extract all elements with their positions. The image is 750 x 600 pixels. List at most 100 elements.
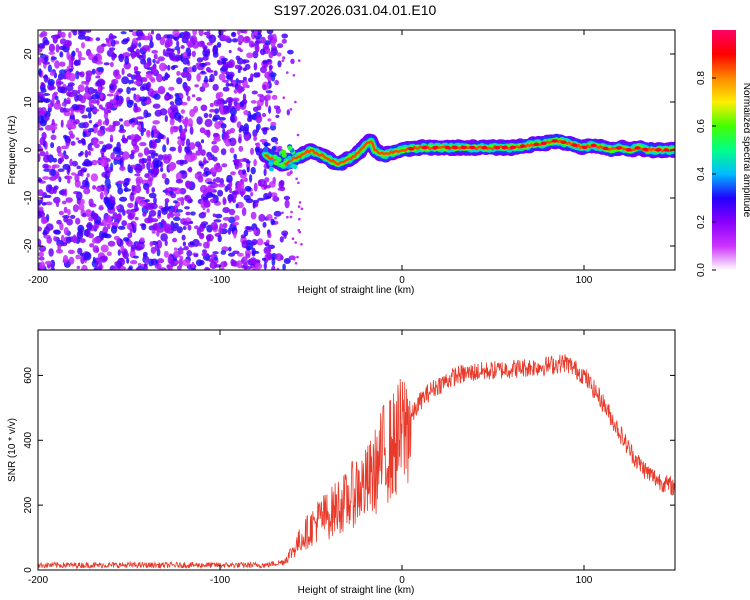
noise-speckle (168, 209, 172, 216)
noise-speckle (93, 123, 99, 128)
noise-speckle (105, 143, 113, 149)
noise-speckle (101, 232, 109, 238)
noise-speckle (147, 88, 155, 97)
noise-speckle (218, 73, 226, 81)
noise-speckle (206, 208, 210, 213)
noise-speckle (196, 57, 204, 63)
noise-speckle (151, 187, 156, 193)
noise-speckle (178, 246, 183, 255)
noise-speckle (48, 51, 56, 55)
noise-speckle (181, 234, 186, 241)
noise-speckle (150, 30, 155, 35)
noise-speckle (142, 35, 150, 41)
colorbar-label: Normalized spectral amplitude (741, 83, 750, 218)
ridge-peak (460, 145, 467, 150)
noise-speckle (61, 242, 68, 247)
noise-speckle (263, 63, 268, 67)
noise-speckle (129, 153, 135, 160)
noise-speckle (250, 73, 254, 80)
noise-speckle (88, 233, 94, 239)
noise-speckle (211, 145, 220, 154)
noise-speckle (92, 139, 98, 146)
noise-speckle (172, 126, 181, 130)
noise-speckle (237, 47, 242, 51)
noise-speckle (64, 175, 73, 180)
noise-speckle (168, 190, 174, 195)
noise-speckle (198, 30, 204, 37)
noise-speckle (170, 125, 174, 135)
noise-speckle (38, 206, 44, 211)
noise-speckle (256, 73, 260, 77)
noise-speckle (188, 142, 196, 150)
noise-speckle (97, 119, 102, 125)
noise-dot (282, 96, 286, 99)
noise-speckle (203, 157, 207, 165)
colorbar-tick-label: 0.4 (696, 167, 707, 181)
noise-speckle (198, 212, 206, 219)
noise-speckle (68, 31, 72, 39)
noise-speckle (152, 120, 160, 125)
colorbar: 0.0 0.2 0.4 0.6 0.8 Normalized spectral ampl… (696, 30, 750, 277)
noise-dot (276, 267, 280, 270)
noise-speckle (220, 148, 227, 156)
noise-speckle (53, 186, 57, 194)
noise-speckle (57, 81, 64, 85)
noise-speckle (149, 241, 154, 247)
noise-speckle (53, 102, 62, 110)
noise-speckle (38, 115, 44, 124)
noise-speckle (180, 45, 185, 49)
noise-speckle (126, 257, 130, 264)
noise-speckle (42, 93, 51, 96)
y-tick-label: 200 (23, 496, 34, 513)
noise-speckle (38, 189, 44, 197)
noise-speckle (57, 152, 64, 157)
noise-speckle (117, 249, 121, 256)
ridge-peak (634, 146, 641, 150)
noise-speckle (264, 40, 272, 46)
noise-speckle (38, 68, 42, 77)
noise-speckle (208, 113, 213, 118)
noise-speckle (255, 114, 263, 124)
noise-speckle (268, 51, 274, 59)
y-tick-label: 10 (23, 96, 34, 108)
noise-speckle (170, 259, 174, 268)
x-tick-label: -200 (28, 275, 48, 286)
noise-speckle (182, 57, 190, 65)
noise-speckle (277, 145, 283, 150)
noise-speckle (223, 133, 228, 138)
colorbar-scale (712, 30, 736, 270)
noise-speckle (225, 139, 231, 147)
noise-speckle (56, 248, 63, 254)
y-tick-label: 0 (23, 147, 34, 153)
noise-speckle (76, 265, 81, 270)
noise-speckle (45, 184, 52, 193)
noise-speckle (200, 139, 205, 144)
noise-speckle (110, 152, 115, 160)
noise-speckle (241, 99, 248, 105)
noise-speckle (126, 99, 133, 108)
noise-speckle (205, 192, 214, 198)
noise-speckle (134, 135, 142, 141)
noise-speckle (88, 71, 92, 78)
noise-speckle (42, 231, 48, 236)
snr-series-line (38, 354, 675, 570)
noise-speckle (121, 39, 128, 45)
noise-dot (298, 217, 301, 221)
noise-speckle (215, 176, 221, 183)
noise-speckle (130, 149, 136, 155)
noise-speckle (115, 156, 120, 160)
noise-dot (274, 216, 277, 220)
noise-speckle (95, 37, 101, 41)
noise-speckle (191, 50, 196, 58)
noise-speckle (187, 41, 194, 48)
noise-speckle (209, 102, 214, 108)
noise-speckle (253, 182, 258, 192)
noise-speckle (155, 33, 162, 41)
bottom-y-ticks: 0 200 400 600 (23, 367, 675, 573)
noise-speckle (217, 189, 224, 197)
noise-speckle (134, 94, 141, 103)
noise-speckle (212, 213, 216, 218)
noise-speckle (217, 235, 222, 243)
noise-speckle (208, 258, 215, 263)
noise-speckle (123, 237, 130, 242)
